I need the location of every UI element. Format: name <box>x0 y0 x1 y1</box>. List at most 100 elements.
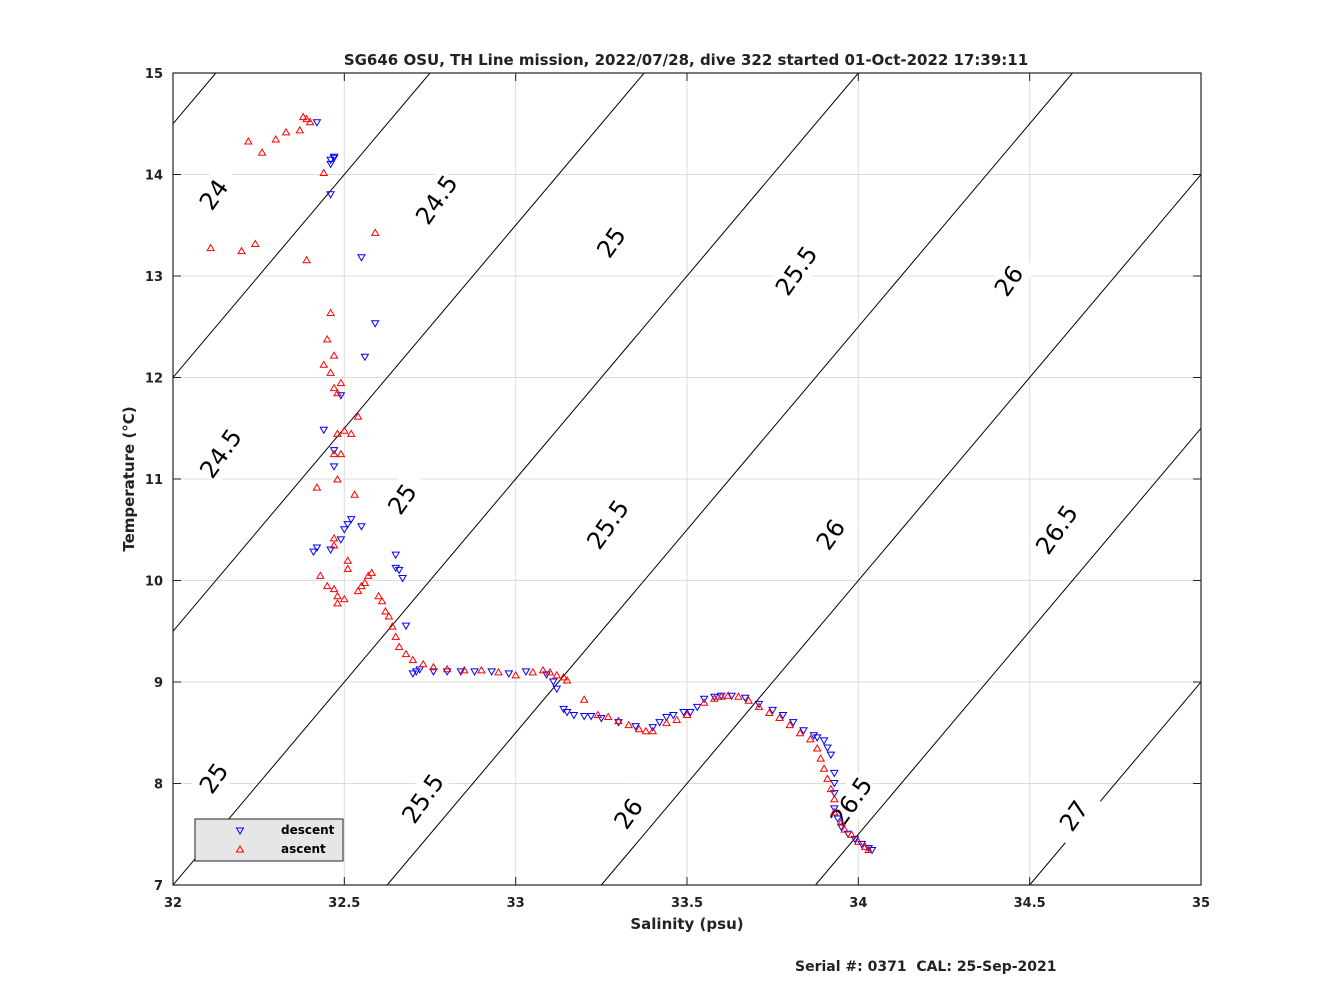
y-tick-label: 11 <box>145 473 163 488</box>
descent-point <box>391 564 401 573</box>
y-tick-label: 13 <box>145 270 163 285</box>
ascent-point <box>840 825 849 833</box>
contour-label-gap <box>768 240 825 302</box>
ascent-point <box>672 715 682 724</box>
ascent-point <box>329 584 339 593</box>
ascent-point <box>367 568 377 576</box>
x-tick-label: 34.5 <box>1014 896 1046 911</box>
ascent-point <box>823 774 832 782</box>
isopycnal-line <box>173 73 859 885</box>
ascent-point <box>785 720 795 729</box>
descent-point <box>867 846 877 855</box>
ascent-point <box>744 696 754 704</box>
descent-point <box>326 191 335 199</box>
ascent-point <box>603 712 613 721</box>
x-tick-label: 32 <box>164 896 182 911</box>
ascent-point <box>381 606 390 615</box>
x-tick-label: 33.5 <box>671 896 703 911</box>
descent-point <box>864 844 873 853</box>
ascent-point <box>805 734 815 743</box>
ascent-point <box>775 713 784 722</box>
descent-point <box>740 694 750 703</box>
contour-label-gap <box>803 504 859 566</box>
ascent-point <box>853 837 863 845</box>
ascent-point <box>494 667 503 676</box>
y-tick-label: 14 <box>145 169 163 184</box>
ascent-point <box>819 764 829 772</box>
ascent-point <box>329 540 339 549</box>
descent-point <box>319 426 329 435</box>
ascent-point <box>710 694 719 702</box>
ascent-point <box>459 665 469 674</box>
ascent-point <box>579 695 589 703</box>
isopycnal-line <box>1029 681 1201 885</box>
descent-point <box>569 711 579 720</box>
contour-label-gap <box>395 768 451 830</box>
contour-label-gap <box>409 169 465 231</box>
chart-title: SG646 OSU, TH Line mission, 2022/07/28, … <box>344 51 1028 69</box>
descent-point <box>648 724 658 732</box>
descent-point <box>521 668 531 676</box>
descent-point <box>408 670 418 678</box>
descent-point <box>343 521 353 529</box>
descent-point <box>799 727 808 735</box>
descent-point <box>655 719 664 727</box>
ascent-point <box>826 784 836 793</box>
ascent-point <box>699 698 709 706</box>
contour-label-gap <box>823 771 880 833</box>
descent-point <box>329 447 339 455</box>
ascent-point <box>816 754 826 762</box>
ascent-point <box>723 691 733 699</box>
descent-point <box>312 544 322 553</box>
ascent-point <box>377 596 387 605</box>
ascent-point <box>333 598 342 607</box>
ascent-point <box>528 667 538 676</box>
footer-serial-cal: Serial #: 0371 CAL: 25-Sep-2021 <box>795 959 1057 975</box>
ascent-point <box>333 591 342 600</box>
descent-point <box>329 154 339 163</box>
ascent-point <box>319 168 329 176</box>
ascent-point <box>418 659 428 668</box>
ascent-point <box>370 228 380 236</box>
ascent-point <box>829 794 839 803</box>
descent-point <box>326 156 335 165</box>
descent-point <box>699 695 709 704</box>
ascent-point <box>302 255 312 264</box>
ascent-point <box>401 649 411 658</box>
ascent-point <box>391 632 401 640</box>
descent-point <box>686 708 695 717</box>
density-contours <box>173 73 1201 885</box>
ascent-point <box>343 556 353 564</box>
ascent-point <box>538 665 548 674</box>
descent-point <box>823 744 832 752</box>
ascent-point <box>322 334 332 343</box>
ascent-point <box>257 148 267 156</box>
y-tick-label: 8 <box>154 778 163 793</box>
data-points <box>206 112 877 855</box>
ascent-point <box>250 239 260 248</box>
ascent-point <box>360 578 370 587</box>
ascent-point <box>662 718 671 727</box>
ascent-point <box>333 388 342 397</box>
descent-point <box>579 713 589 721</box>
descent-point <box>836 823 846 832</box>
descent-point <box>429 668 438 676</box>
descent-point <box>826 751 836 760</box>
ascent-point <box>237 246 246 255</box>
descent-point <box>631 723 640 731</box>
ascent-point <box>562 675 572 684</box>
descent-point <box>819 737 829 745</box>
ascent-point <box>374 591 383 600</box>
descent-point <box>829 805 839 813</box>
ascent-point <box>326 368 335 376</box>
ascent-point <box>333 429 342 437</box>
ascent-point <box>322 581 332 590</box>
contour-label-gap <box>1029 499 1085 561</box>
legend-box <box>194 818 344 862</box>
ascent-point <box>641 726 651 735</box>
descent-point <box>754 700 764 709</box>
descent-point <box>788 719 798 727</box>
descent-point <box>778 711 788 720</box>
